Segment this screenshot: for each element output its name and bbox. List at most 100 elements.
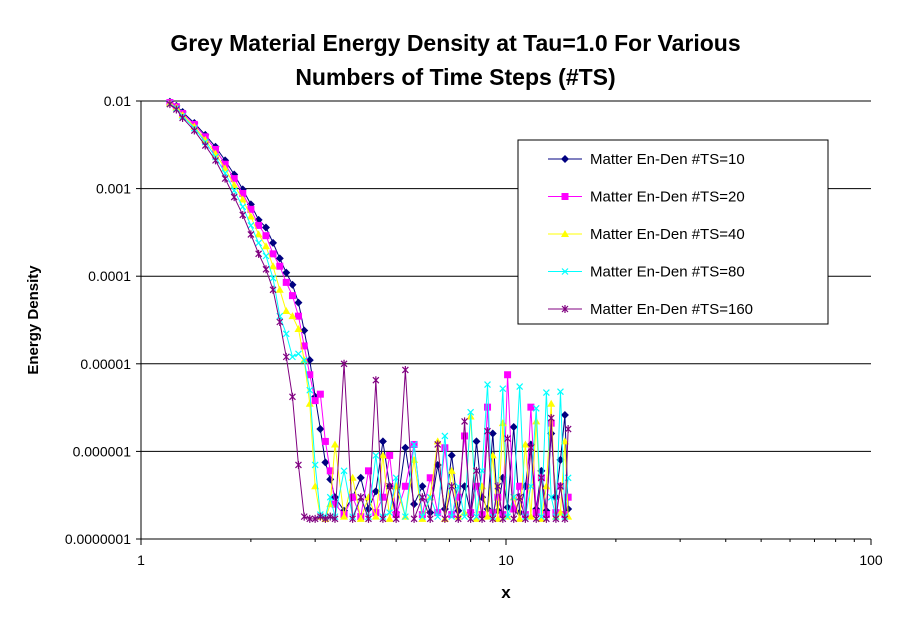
data-point (166, 100, 174, 109)
data-point (269, 285, 277, 294)
data-point (537, 514, 546, 522)
data-point (386, 451, 394, 459)
data-point (282, 268, 291, 277)
data-point (378, 451, 387, 459)
data-point (561, 305, 569, 313)
data-point (239, 189, 247, 197)
data-point (494, 482, 502, 491)
data-point (547, 414, 555, 423)
data-point (484, 427, 491, 436)
data-point (340, 512, 349, 520)
data-point (201, 141, 209, 150)
legend-label: Matter En-Den #TS=20 (590, 189, 745, 206)
data-point (472, 514, 481, 522)
data-point (221, 160, 229, 168)
data-point (385, 514, 394, 522)
data-point (275, 254, 284, 263)
data-point (326, 493, 334, 501)
x-tick-label: 1 (137, 552, 145, 568)
data-point (356, 514, 365, 522)
legend-label: Matter En-Den #TS=10 (590, 151, 745, 168)
data-point (372, 376, 380, 385)
data-point (275, 285, 284, 293)
data-point (509, 422, 518, 431)
data-point (379, 514, 387, 523)
y-tick-label: 0.0000001 (65, 531, 131, 547)
y-tick-label: 0.0001 (88, 268, 131, 284)
data-point (190, 126, 198, 135)
data-point (448, 513, 456, 521)
chart-title-line-2: Numbers of Time Steps (#TS) (295, 64, 616, 90)
data-point (289, 353, 296, 361)
data-point (306, 514, 314, 523)
data-point (461, 417, 468, 426)
data-point (321, 437, 329, 445)
data-point (255, 239, 263, 247)
data-point (288, 280, 297, 289)
data-point (316, 512, 324, 521)
data-point (472, 482, 480, 490)
data-point (418, 513, 426, 521)
data-point (561, 230, 569, 237)
data-point (247, 221, 255, 229)
data-point (410, 441, 418, 448)
data-point (461, 432, 469, 440)
data-point (371, 487, 380, 496)
data-point (372, 451, 380, 459)
data-point (418, 482, 427, 491)
data-point (288, 292, 296, 300)
data-point (321, 514, 329, 523)
data-point (269, 250, 277, 258)
data-point (401, 365, 409, 374)
data-point (269, 274, 277, 282)
data-point (504, 434, 512, 443)
legend-label: Matter En-Den #TS=40 (590, 226, 745, 243)
data-point (447, 451, 456, 460)
data-point (294, 312, 302, 320)
data-point (300, 512, 308, 521)
data-point (473, 513, 480, 521)
data-point (247, 230, 255, 239)
data-point (447, 466, 456, 474)
legend-item: Matter En-Den #TS=20 (548, 189, 745, 206)
data-point (295, 460, 302, 469)
data-point (564, 425, 572, 434)
data-point (489, 514, 497, 523)
data-point (561, 268, 569, 275)
data-point (230, 193, 238, 202)
data-point (230, 175, 238, 183)
series-2 (166, 99, 572, 521)
data-point (261, 242, 270, 250)
data-point (483, 512, 492, 520)
data-point (295, 350, 302, 358)
y-tick-label: 0.01 (104, 93, 131, 109)
data-point (356, 473, 365, 482)
data-point (410, 514, 418, 523)
x-tick-label: 10 (498, 552, 514, 568)
data-point (392, 514, 400, 523)
legend-item: Matter En-Den #TS=40 (548, 226, 745, 243)
data-point (521, 440, 530, 448)
data-point (532, 404, 540, 412)
data-point (561, 155, 569, 163)
data-point (560, 411, 569, 420)
data-point (386, 482, 394, 491)
data-point (484, 403, 492, 411)
data-point (269, 238, 278, 247)
series-line (169, 103, 569, 520)
data-point (269, 262, 278, 270)
data-point (467, 514, 475, 523)
data-point (212, 145, 220, 153)
data-point (527, 403, 535, 411)
data-point (311, 514, 319, 523)
data-point (254, 230, 263, 238)
data-point (262, 252, 270, 260)
data-point (294, 324, 303, 332)
series-line (169, 102, 569, 521)
data-point (426, 474, 434, 482)
data-point (516, 383, 524, 390)
legend-label: Matter En-Den #TS=160 (590, 301, 753, 318)
data-point (321, 458, 330, 467)
data-point (239, 210, 247, 219)
data-point (282, 352, 290, 361)
